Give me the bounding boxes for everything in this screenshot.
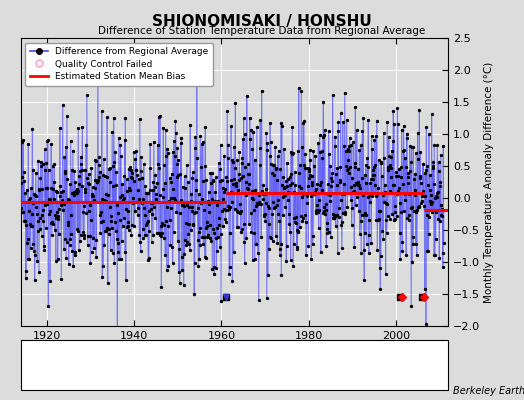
Text: Record Gap: Record Gap [148,360,200,370]
Text: SHIONOMISAKI / HONSHU: SHIONOMISAKI / HONSHU [152,14,372,29]
Text: Time of Obs. Change: Time of Obs. Change [233,360,328,370]
Text: Station Move: Station Move [50,360,109,370]
Y-axis label: Monthly Temperature Anomaly Difference (°C): Monthly Temperature Anomaly Difference (… [484,61,494,303]
Text: ▲: ▲ [136,360,144,370]
Text: Empirical Break: Empirical Break [344,360,416,370]
Text: ▼: ▼ [222,360,229,370]
Text: Berkeley Earth: Berkeley Earth [453,386,524,396]
Text: ♦: ♦ [38,360,47,370]
Text: Difference of Station Temperature Data from Regional Average: Difference of Station Temperature Data f… [99,26,425,36]
Legend: Difference from Regional Average, Quality Control Failed, Estimated Station Mean: Difference from Regional Average, Qualit… [26,42,213,86]
Text: ■: ■ [333,360,342,370]
